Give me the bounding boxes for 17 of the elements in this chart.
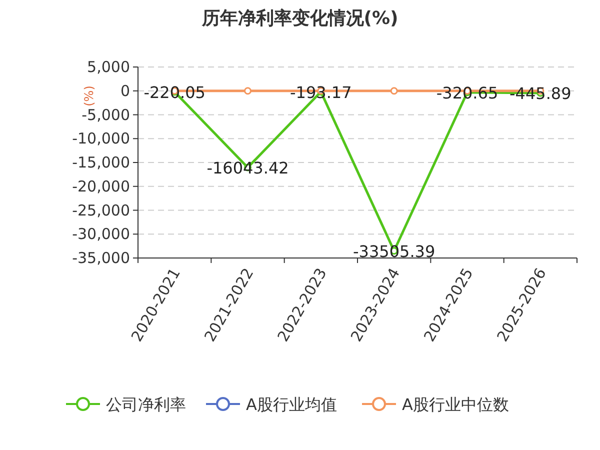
legend-label: 公司净利率 — [106, 395, 186, 414]
y-tick-label: -25,000 — [72, 201, 130, 220]
y-tick-label: -5,000 — [82, 106, 130, 124]
data-label: -33505.39 — [353, 242, 436, 261]
y-tick-label: -30,000 — [72, 225, 130, 244]
y-tick-label: 0 — [120, 82, 130, 100]
legend-label: A股行业中位数 — [402, 395, 509, 414]
y-axis-title: (%) — [82, 86, 96, 106]
legend-label: A股行业均值 — [246, 395, 337, 414]
y-tick-label: -20,000 — [72, 177, 130, 196]
y-tick-label: 5,000 — [87, 58, 130, 76]
y-tick-label: -15,000 — [72, 154, 130, 172]
y-tick-label: -35,000 — [72, 249, 130, 267]
y-tick-label: -10,000 — [72, 130, 130, 148]
chart-title: 历年净利率变化情况(%) — [200, 8, 398, 29]
data-label: -16043.42 — [206, 158, 289, 178]
data-label: -445.89 — [510, 84, 572, 104]
